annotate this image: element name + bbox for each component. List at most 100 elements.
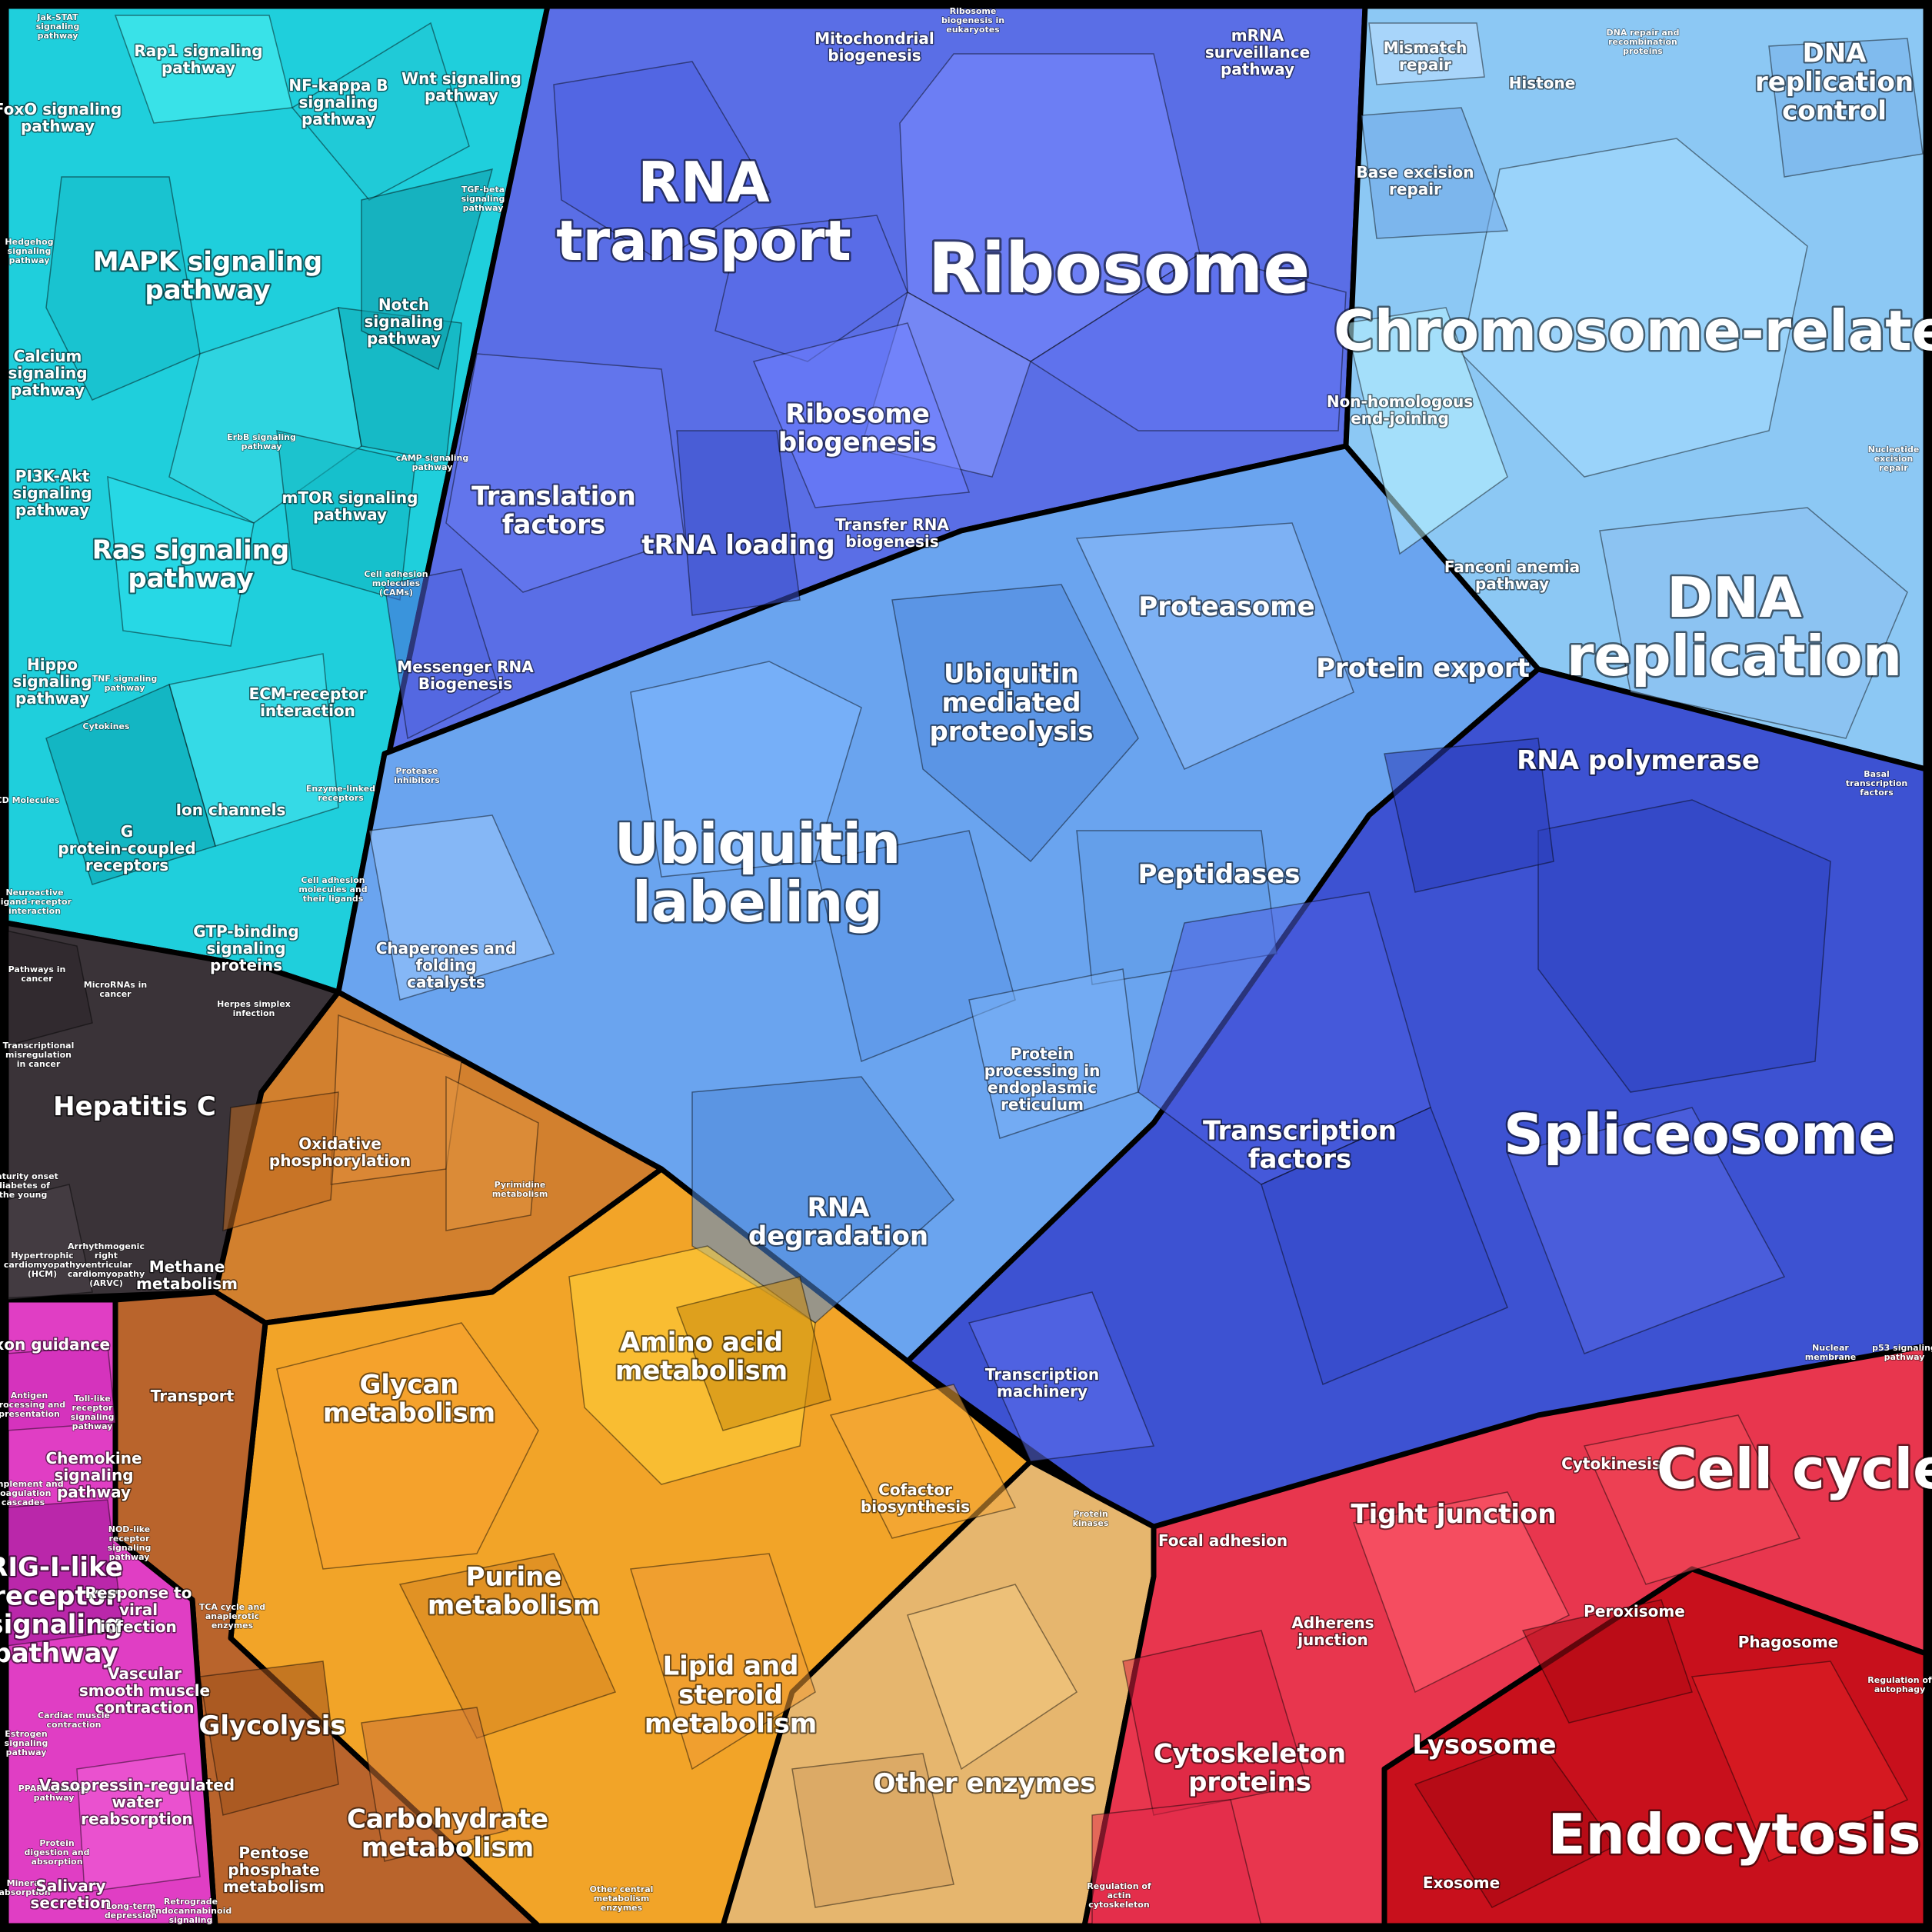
label-cytokinesis: Cytokinesis (1561, 1454, 1661, 1473)
label-machinery: Transcription machinery (985, 1365, 1099, 1401)
label-peptidases: Peptidases (1138, 859, 1300, 890)
label-lysosome: Lysosome (1412, 1730, 1556, 1760)
label-cams: Cell adhesion molecules (CAMs) (364, 569, 428, 598)
label-jak-stat: Jak-STAT signaling pathway (36, 12, 80, 41)
label-enzyme-linked: Enzyme-linked receptors (306, 784, 375, 803)
label-er: Protein processing in endoplasmic reticulum (984, 1044, 1101, 1114)
label-nuclear: Nuclear membrane (1805, 1343, 1856, 1362)
label-antigen: Antigen processing and presentation (0, 1391, 65, 1419)
label-tnf: TNF signaling pathway (92, 674, 158, 693)
label-tgf: TGF-beta signaling pathway (461, 185, 505, 213)
label-cell-cycle: Cell cycle (1657, 1437, 1932, 1501)
label-neuroactive: Neuroactive ligand-receptor interaction (0, 888, 72, 916)
label-histone: Histone (1509, 74, 1576, 92)
label-transfer: Transfer RNA biogenesis (835, 515, 949, 551)
label-lipid: Lipid and steroid metabolism (645, 1651, 817, 1740)
label-methane: Methane metabolism (136, 1257, 238, 1293)
label-messenger: Messenger RNA Biogenesis (397, 658, 534, 693)
label-notch: Notch signaling pathway (364, 295, 443, 348)
label-hippo: Hippo signaling pathway (12, 655, 92, 708)
label-microrna: MicroRNAs in cancer (84, 980, 147, 999)
label-other-enzymes: Other enzymes (874, 1768, 1096, 1799)
label-dna-rep: DNA replication (1567, 565, 1902, 688)
label-autophagy: Regulation of autophagy (1867, 1675, 1932, 1694)
label-retro: Retrograde endocannabinoid signaling (150, 1897, 232, 1925)
label-cofactor: Cofactor biosynthesis (861, 1481, 970, 1516)
label-mapk: MAPK signaling pathway (93, 246, 322, 305)
label-hcm: Hypertrophic cardiomyopathy (HCM) (4, 1251, 81, 1279)
label-mito: Mitochondrial biogenesis (814, 29, 934, 65)
label-cytokines: Cytokines (83, 721, 130, 731)
label-actin: Regulation of actin cytoskeleton (1087, 1881, 1151, 1910)
label-herpes: Herpes simplex infection (217, 999, 291, 1018)
label-ribo-euk: Ribosome biogenesis in eukaryotes (941, 6, 1004, 35)
label-ppar: PPAR signaling pathway (18, 1784, 90, 1803)
label-camp: cAMP signaling pathway (396, 453, 469, 472)
label-salivary: Salivary secretion (30, 1877, 111, 1912)
label-toll: Toll-like receptor signaling pathway (71, 1394, 115, 1431)
label-mrna: mRNA surveillance pathway (1205, 26, 1310, 78)
label-nonhom: Non-homologous end-joining (1327, 392, 1473, 428)
label-gtp: GTP-binding signaling proteins (193, 922, 298, 974)
label-hep-c: Hepatitis C (53, 1091, 216, 1122)
label-tca: TCA cycle and anaplerotic enzymes (199, 1602, 265, 1631)
label-viral: Response to viral infection (85, 1584, 192, 1636)
label-glycolysis: Glycolysis (198, 1710, 345, 1741)
label-endocytosis: Endocytosis (1547, 1802, 1920, 1867)
label-purine: Purine metabolism (428, 1561, 600, 1621)
label-nucleotide: Nucleotide excision repair (1868, 445, 1920, 473)
label-arvc: Arrhythmogenic right ventricular cardiomyop… (68, 1241, 145, 1288)
label-proteasome: Proteasome (1138, 591, 1314, 622)
label-rna-transport: RNA transport (556, 150, 851, 273)
label-estrogen: Estrogen signaling pathway (5, 1729, 48, 1757)
label-ubiq-med: Ubiquitin mediated proteolysis (929, 659, 1093, 748)
label-peroxisome: Peroxisome (1584, 1602, 1685, 1621)
label-focal: Focal adhesion (1158, 1531, 1287, 1550)
label-dna-repair: DNA repair and recombination proteins (1606, 28, 1679, 56)
label-p53: p53 signaling pathway (1872, 1343, 1932, 1362)
label-foxo: FoxO signaling pathway (0, 100, 122, 135)
label-ras: Ras signaling pathway (92, 535, 289, 594)
label-ribo-bio: Ribosome biogenesis (778, 398, 937, 458)
label-base-exc: Base excision repair (1356, 163, 1474, 198)
label-calcium: Calcium signaling pathway (8, 347, 87, 399)
label-ltd: Long-term depression (105, 1901, 157, 1920)
label-mineral: Mineral absorption (0, 1878, 51, 1897)
label-nod: NOD-like receptor signaling pathway (108, 1524, 152, 1562)
label-axon: Axon guidance (0, 1335, 110, 1354)
label-vascular: Vascular smooth muscle contraction (79, 1664, 210, 1717)
label-fanconi: Fanconi anemia pathway (1444, 558, 1580, 593)
label-amino: Amino acid metabolism (615, 1327, 788, 1386)
label-other-central: Other central metabolism enzymes (590, 1884, 654, 1913)
label-rna-deg: RNA degradation (748, 1192, 928, 1251)
label-exosome: Exosome (1423, 1874, 1500, 1892)
label-trna: tRNA loading (641, 530, 835, 561)
label-protein-kinases: Protein kinases (1073, 1509, 1109, 1528)
label-chemokine: Chemokine signaling pathway (45, 1449, 142, 1501)
label-vasopressin: Vasopressin-regulated water reabsorption (39, 1776, 235, 1828)
label-phagosome: Phagosome (1738, 1633, 1839, 1651)
label-rap1: Rap1 signaling pathway (134, 42, 262, 77)
label-cell-adhesion-ligands: Cell adhesion molecules and their ligands (298, 875, 367, 904)
label-transport: Transport (151, 1387, 235, 1405)
label-misreg: Transcriptional misregulation in cancer (3, 1041, 75, 1069)
label-hedgehog: Hedgehog signaling pathway (5, 237, 53, 265)
label-erbb: ErbB signaling pathway (227, 432, 296, 451)
label-adherens: Adherens junction (1291, 1614, 1374, 1649)
label-ecm: ECM-receptor interaction (249, 685, 367, 720)
label-protease-inh: Protease inhibitors (394, 766, 440, 785)
label-carbohydrate: Carbohydrate metabolism (347, 1804, 548, 1863)
label-ubiquitin: Ubiquitin labeling (615, 811, 901, 934)
label-cd: CD Molecules (0, 795, 60, 805)
label-mtor: mTOR signaling pathway (282, 488, 418, 524)
label-tight: Tight junction (1351, 1499, 1556, 1530)
label-protein-export: Protein export (1316, 653, 1530, 684)
label-glycan: Glycan metabolism (323, 1369, 495, 1428)
label-translation: Translation factors (471, 481, 636, 540)
label-tf: Transcription factors (1203, 1115, 1397, 1174)
